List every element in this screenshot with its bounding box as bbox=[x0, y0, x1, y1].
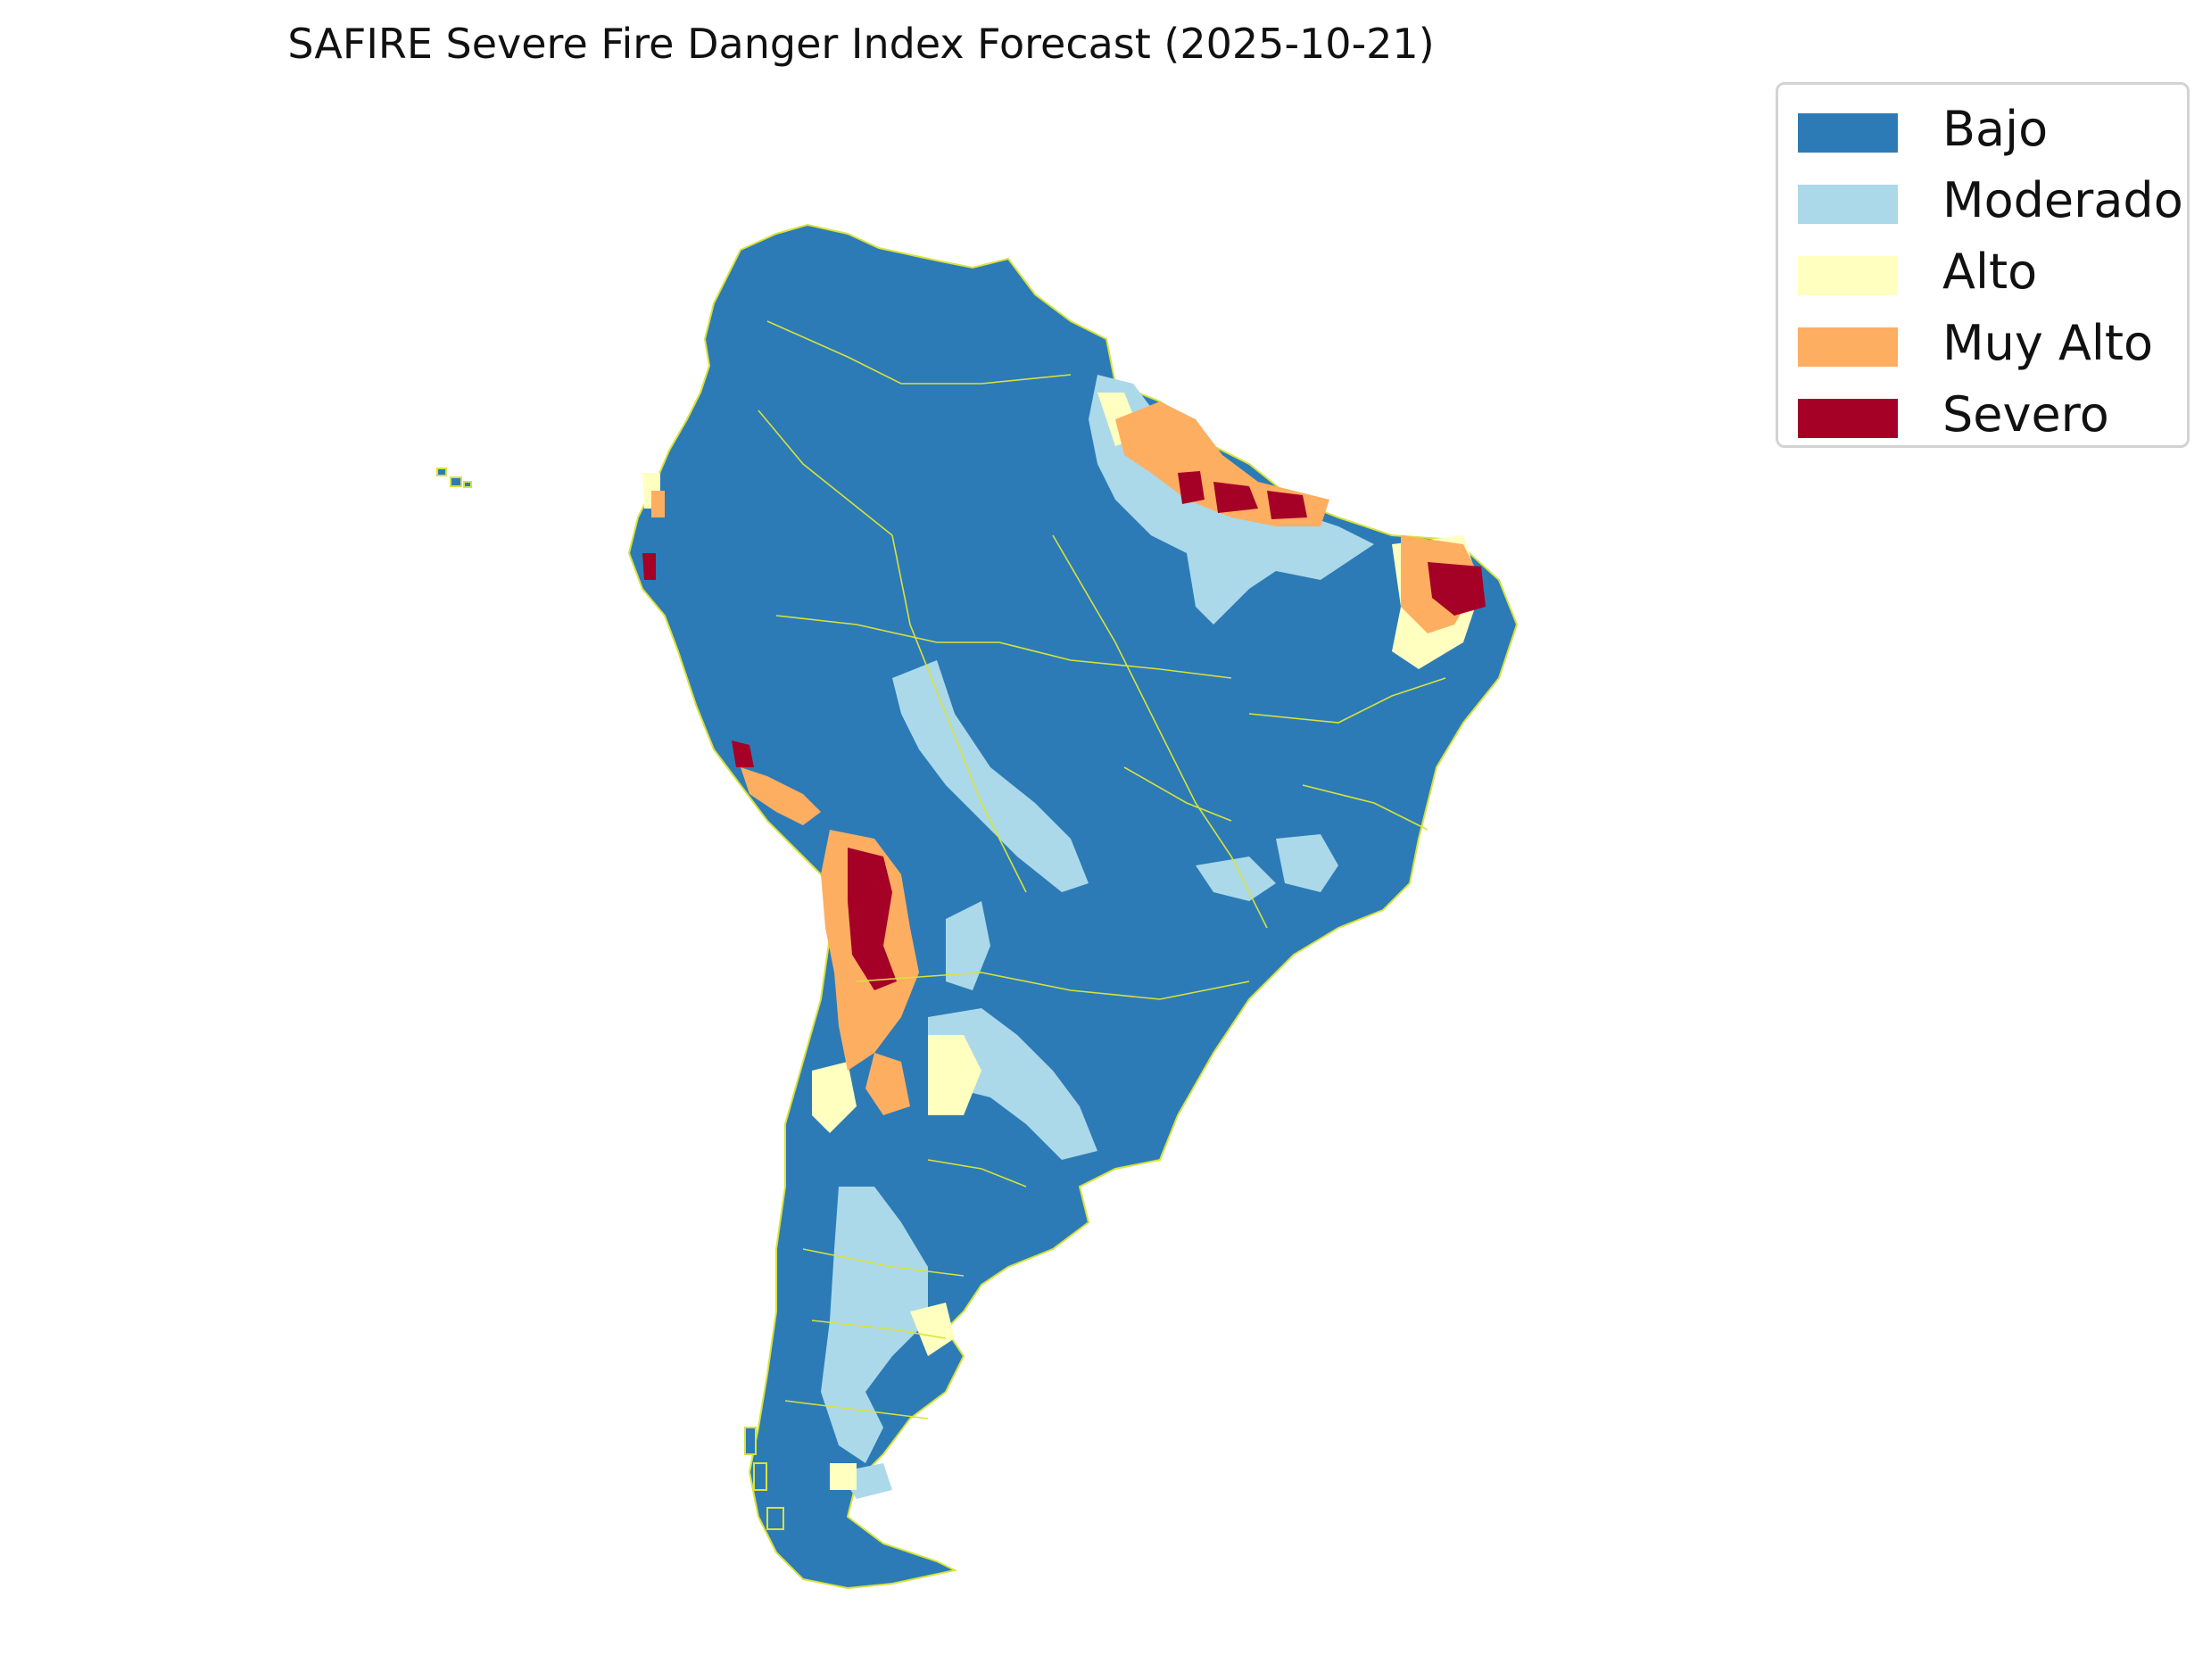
legend-label: Severo bbox=[1942, 386, 2109, 443]
legend-item-muy-alto: Muy Alto bbox=[1791, 310, 2183, 381]
legend-label: Bajo bbox=[1942, 101, 2049, 157]
severo-zones bbox=[642, 471, 1486, 990]
legend-item-alto: Alto bbox=[1791, 238, 2183, 310]
map-legend: Bajo Moderado Alto Muy Alto Severo bbox=[1776, 82, 2190, 448]
legend-swatch bbox=[1798, 113, 1898, 153]
legend-swatch bbox=[1798, 256, 1898, 295]
galapagos-islands bbox=[436, 468, 472, 488]
legend-label: Muy Alto bbox=[1942, 315, 2154, 371]
tierra-del-fuego-islands bbox=[744, 1427, 784, 1530]
legend-label: Alto bbox=[1942, 244, 2038, 300]
legend-item-severo: Severo bbox=[1791, 381, 2183, 452]
legend-label: Moderado bbox=[1942, 172, 2183, 228]
legend-item-moderado: Moderado bbox=[1791, 167, 2183, 238]
legend-swatch bbox=[1798, 399, 1898, 438]
legend-swatch bbox=[1798, 185, 1898, 224]
legend-swatch bbox=[1798, 327, 1898, 367]
south-america-landmass bbox=[627, 223, 1519, 1590]
legend-item-bajo: Bajo bbox=[1791, 95, 2183, 167]
map-title: SAFIRE Severe Fire Danger Index Forecast… bbox=[287, 20, 1435, 68]
country-borders bbox=[758, 320, 1446, 1419]
